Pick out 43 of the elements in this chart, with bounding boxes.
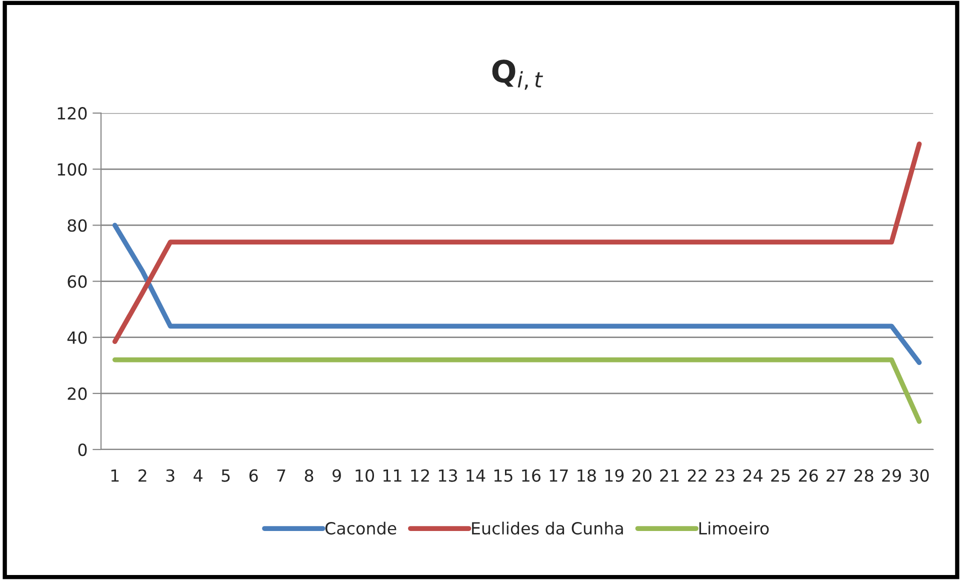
chart-title: Q$_{i,t}$ xyxy=(492,60,544,90)
x-tick-label: 3 xyxy=(166,469,174,482)
x-tick-label: 1 xyxy=(111,469,119,482)
x-tick-label: 15 xyxy=(494,469,512,482)
legend-label: Caconde xyxy=(325,522,396,535)
y-tick-label: 0 xyxy=(78,443,87,456)
x-tick-label: 23 xyxy=(716,469,734,482)
x-tick-label: 29 xyxy=(882,469,901,482)
x-tick-label: 30 xyxy=(910,469,929,482)
x-tick-label: 22 xyxy=(688,469,706,482)
y-tick-label: 20 xyxy=(68,387,87,400)
x-tick-label: 26 xyxy=(798,469,818,482)
x-tick-label: 8 xyxy=(304,469,314,482)
x-tick-label: 14 xyxy=(466,469,486,482)
x-tick-label: 16 xyxy=(522,469,540,482)
x-tick-label: 13 xyxy=(438,469,457,482)
y-tick-label: 40 xyxy=(67,331,87,344)
x-tick-label: 20 xyxy=(632,469,652,482)
x-tick-label: 11 xyxy=(383,469,402,482)
y-tick-label: 120 xyxy=(58,107,87,120)
legend-label: Euclides da Cunha xyxy=(472,522,623,535)
line-series xyxy=(112,222,922,366)
x-tick-label: 19 xyxy=(605,469,624,482)
x-tick-label: 27 xyxy=(826,469,846,482)
x-tick-label: 12 xyxy=(411,469,429,482)
x-tick-label: 24 xyxy=(743,469,763,482)
x-tick-label: 9 xyxy=(332,469,341,482)
legend-label: Limoeiro xyxy=(699,522,769,535)
x-tick-label: 10 xyxy=(356,469,374,482)
y-tick-label: 80 xyxy=(68,219,87,232)
x-tick-label: 5 xyxy=(222,469,230,482)
x-tick-label: 17 xyxy=(550,469,568,482)
x-tick-label: 2 xyxy=(138,469,146,482)
x-tick-label: 6 xyxy=(249,469,258,482)
x-tick-label: 18 xyxy=(578,469,596,482)
y-tick-label: 60 xyxy=(68,275,87,288)
x-tick-label: 25 xyxy=(771,469,790,482)
x-tick-label: 4 xyxy=(194,469,202,482)
x-tick-label: 7 xyxy=(277,469,286,482)
line-series xyxy=(112,142,922,344)
x-tick-label: 21 xyxy=(660,469,679,482)
y-tick-label: 100 xyxy=(58,163,87,176)
x-tick-label: 28 xyxy=(854,469,874,482)
